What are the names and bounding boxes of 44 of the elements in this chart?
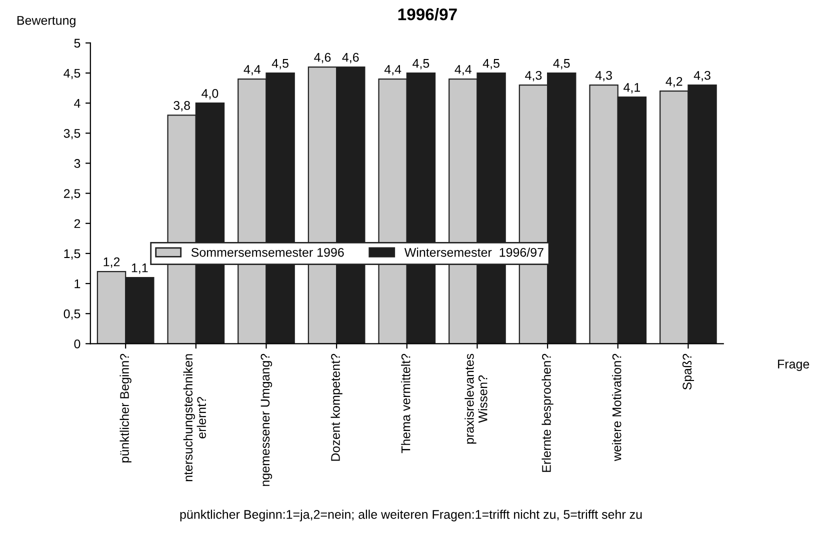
data-label: 4,3 xyxy=(595,70,612,82)
y-axis-title: Bewertung xyxy=(17,16,76,28)
x-tick-label: Thema vermittelt? xyxy=(401,354,410,454)
data-label: 4,5 xyxy=(412,59,430,70)
x-tick-label: Erlernte besprochen? xyxy=(542,354,554,472)
y-tick-label: 3,5 xyxy=(64,128,80,140)
y-tick-label: 5 xyxy=(74,38,80,48)
data-label: 4,4 xyxy=(244,65,260,76)
x-tick-label: ntersuchungstechniken erlernt? xyxy=(183,354,206,482)
legend-label: Sommersemsemester 1996 xyxy=(191,248,344,257)
x-axis-title: Frage xyxy=(778,360,810,371)
x-tick-label: pünktlicher Beginn? xyxy=(120,354,132,462)
y-tick-label: 3 xyxy=(74,159,80,168)
data-label: 4,0 xyxy=(202,89,218,100)
data-label: 1,1 xyxy=(132,264,148,274)
x-tick-label: ngemessener Umgang? xyxy=(260,354,272,486)
x-tick-label: praxisrelevantes Wissen? xyxy=(464,354,488,444)
data-label: 4,6 xyxy=(342,52,359,64)
y-tick-label: 1 xyxy=(74,279,80,288)
data-label: 4,3 xyxy=(525,70,542,82)
y-tick-label: 4,5 xyxy=(64,68,80,80)
data-label: 4,5 xyxy=(272,59,288,70)
y-tick-label: 1,5 xyxy=(64,249,80,260)
legend-label: Wintersemester 1996/97 xyxy=(404,248,544,257)
data-label: 4,6 xyxy=(314,52,331,64)
y-tick-label: 0 xyxy=(74,339,80,348)
data-label: 4,4 xyxy=(454,65,472,76)
chart-title: 1996/97 xyxy=(398,8,457,20)
data-label: 4,2 xyxy=(666,76,682,88)
x-tick-label: Dozent kompetent? xyxy=(330,354,342,461)
data-label: 4,5 xyxy=(553,59,570,70)
y-tick-label: 4 xyxy=(74,99,80,108)
data-label: 4,4 xyxy=(384,65,402,76)
data-label: 3,8 xyxy=(174,101,190,112)
data-label: 4,1 xyxy=(624,83,640,94)
y-tick-label: 2 xyxy=(74,219,80,228)
y-tick-label: 2,5 xyxy=(64,189,80,200)
data-label: 4,5 xyxy=(482,59,500,70)
data-label: 4,3 xyxy=(694,70,710,82)
x-tick-label: Spaß? xyxy=(682,354,694,390)
data-label: 1,2 xyxy=(104,257,120,268)
x-tick-label: weitere Motivation? xyxy=(612,354,622,462)
text: pünktlicher Beginn:1=ja,2=nein; alle weiteren Fragen:1=trifft nicht zu, 5=trifft sehr zu xyxy=(180,510,642,522)
y-tick-label: 0,5 xyxy=(64,309,80,320)
